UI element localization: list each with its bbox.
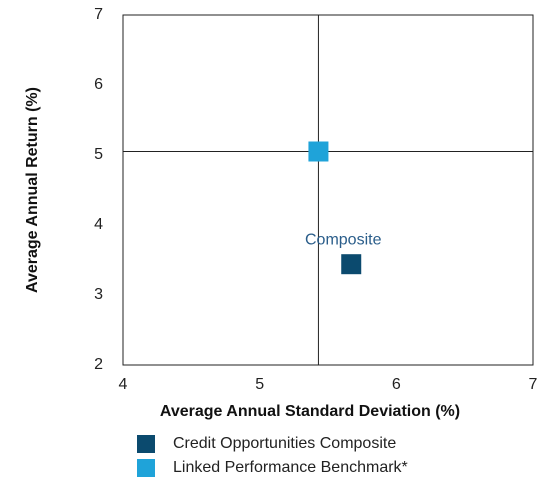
legend-label: Linked Performance Benchmark*: [173, 459, 408, 476]
x-axis-title: Average Annual Standard Deviation (%): [160, 403, 460, 420]
y-tick-label: 5: [94, 146, 103, 163]
plot-frame: [122, 14, 534, 366]
y-tick-label: 7: [94, 6, 103, 23]
x-tick-label: 4: [119, 376, 128, 393]
legend-swatch: [137, 459, 155, 477]
x-tick-label: 6: [392, 376, 401, 393]
y-tick-label: 2: [94, 356, 103, 373]
x-tick-label: 7: [529, 376, 538, 393]
legend-swatch: [137, 435, 155, 453]
annotation: Composite: [305, 231, 382, 248]
point: [341, 254, 362, 275]
legend-label: Credit Opportunities Composite: [173, 435, 396, 452]
x-tick-label: 5: [255, 376, 264, 393]
y-axis-title: Average Annual Return (%): [24, 87, 41, 293]
point: [308, 141, 329, 162]
y-tick-label: 3: [94, 286, 103, 303]
y-tick-label: 6: [94, 76, 103, 93]
y-tick-label: 4: [94, 216, 103, 233]
